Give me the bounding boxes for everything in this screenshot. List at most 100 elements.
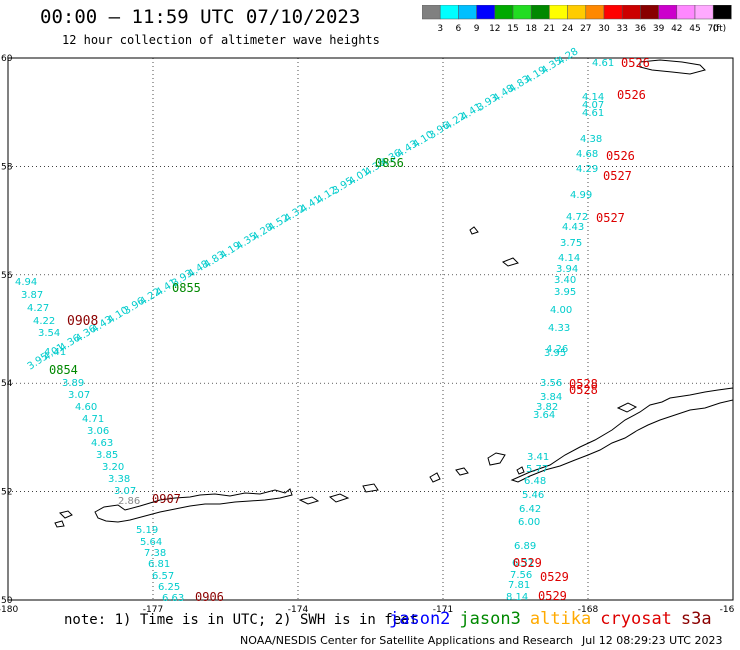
coastline [362, 483, 379, 493]
coastline [429, 472, 441, 483]
wave-height-label: 4.61 [592, 58, 614, 69]
pass-time-label: 0856 [375, 156, 404, 170]
lat-tick-label: 54 [1, 379, 13, 389]
wave-height-label: 6.48 [524, 476, 546, 487]
colorbar-label: 45 [689, 24, 700, 34]
pass-time-label: 0908 [67, 314, 98, 329]
wave-height-label: 6.63 [162, 593, 184, 604]
wave-height-label: 3.85 [96, 450, 118, 461]
wave-height-label: 4.14 [558, 253, 580, 264]
coastline [59, 510, 73, 519]
wave-height-label: 2.86 [118, 496, 140, 507]
wave-height-label: 3.40 [554, 275, 576, 286]
wave-height-label: 4.60 [75, 402, 97, 413]
wave-height-label: 8.14 [506, 592, 528, 603]
pass-time-label: 0527 [596, 211, 625, 225]
coastline [616, 402, 638, 413]
wave-height-label: 6.89 [514, 541, 536, 552]
wave-height-label: 4.61 [582, 108, 604, 119]
colorbar-label: 70 [707, 24, 719, 34]
wave-height-label: 4.07 [582, 100, 604, 111]
colorbar-label: 21 [544, 24, 555, 34]
wave-height-label: 6.31 [512, 558, 534, 569]
wave-height-label: 4.22 [33, 316, 55, 327]
lat-tick-label: 58 [1, 162, 13, 172]
coastline [469, 226, 479, 235]
colorbar-label: 18 [525, 24, 537, 34]
wave-height-colorbar: 3 6 9 12 15 18 21 24 27 30 33 36 39 42 45 70(ft) [422, 5, 732, 34]
colorbar-label: 30 [598, 24, 610, 34]
wave-height-label: 3.64 [533, 410, 555, 421]
pass-time-label: 0906 [195, 590, 224, 604]
wave-height-label: 3.56 [540, 378, 562, 389]
wave-height-label: 4.27 [27, 303, 49, 314]
pass-time-label: 0854 [49, 363, 78, 377]
lat-tick-label: 50 [1, 596, 13, 606]
wave-height-label: 6.25 [158, 582, 180, 593]
page-subtitle: 12 hour collection of altimeter wave hei… [62, 33, 380, 47]
wave-height-label: 3.87 [21, 290, 43, 301]
wave-height-label: 5.64 [140, 537, 162, 548]
lon-tick-label: -174 [288, 605, 309, 615]
wave-height-label: 4.43 [562, 222, 584, 233]
wave-height-label: 5.77 [526, 464, 548, 475]
wave-height-label: 4.71 [82, 414, 104, 425]
coastline [298, 496, 320, 505]
wave-height-label: 3.75 [560, 238, 582, 249]
wave-height-label: 7.38 [144, 548, 166, 559]
coastline [487, 452, 506, 466]
colorbar-label: 6 [456, 24, 462, 34]
wave-height-label: 3.54 [38, 328, 60, 339]
wave-height-label: 3.20 [102, 462, 124, 473]
wave-height-label: 6.00 [518, 517, 540, 528]
wave-height-label: 6.42 [519, 504, 541, 515]
wave-height-label: 3.07 [114, 486, 136, 497]
colorbar-swatch [712, 5, 732, 20]
wave-height-label: 4.29 [576, 164, 598, 175]
pass-time-label: 0529 [540, 570, 569, 584]
wave-height-label: 5.46 [522, 490, 544, 501]
lat-tick-label: 52 [1, 488, 12, 498]
coastline [516, 466, 525, 475]
sat-s3a: s3a [680, 609, 712, 629]
coastline [328, 493, 350, 503]
coastline [54, 520, 65, 528]
map-frame [7, 57, 734, 601]
credit-text: NOAA/NESDIS Center for Satellite Applica… [240, 634, 574, 647]
wave-height-label: 4.33 [548, 323, 570, 334]
pass-time-label: 0526 [617, 88, 646, 102]
wave-height-label: 4.68 [576, 149, 598, 160]
coastline [94, 488, 293, 523]
wave-height-label: 6.57 [152, 571, 174, 582]
wave-height-label: 3.38 [108, 474, 130, 485]
wave-height-label: 3.41 [527, 452, 549, 463]
colorbar-label: 33 [616, 24, 627, 34]
sat-altika: altika [529, 609, 592, 629]
lon-tick-label: -171 [433, 605, 453, 615]
lat-tick-label: 60 [1, 54, 13, 64]
pass-time-label: 0528 [569, 383, 598, 397]
page-title: 00:00 – 11:59 UTC 07/10/2023 [40, 6, 361, 28]
pass-time-label: 0907 [152, 492, 181, 506]
colorbar-label: 12 [489, 24, 500, 34]
coastline [455, 467, 469, 476]
footer-note: note: 1) Time is in UTC; 2) SWH is in fe… [64, 612, 419, 628]
pass-time-label: 0527 [603, 169, 632, 183]
colorbar-unit: (ft) [713, 24, 727, 34]
wave-height-label: 3.95 [544, 348, 566, 359]
wave-height-label: 4.38 [580, 134, 602, 145]
wave-height-label: 4.63 [91, 438, 113, 449]
wave-height-label: 3.95 [554, 287, 576, 298]
lon-tick-label: -168 [578, 605, 599, 615]
wave-height-label: 6.81 [148, 559, 170, 570]
timestamp-text: Jul 12 08:29:23 UTC 2023 [582, 634, 723, 647]
coastline [502, 257, 519, 267]
wave-height-label: 4.14 [582, 92, 604, 103]
sat-cryosat: cryosat [600, 609, 672, 629]
colorbar-label: 27 [580, 24, 591, 34]
pass-time-label: 0529 [513, 556, 542, 570]
wave-height-label: 3.82 [536, 402, 558, 413]
sat-jason2: jason2 [389, 609, 451, 629]
wave-height-label: 3.07 [68, 390, 90, 401]
coastline [510, 387, 734, 483]
